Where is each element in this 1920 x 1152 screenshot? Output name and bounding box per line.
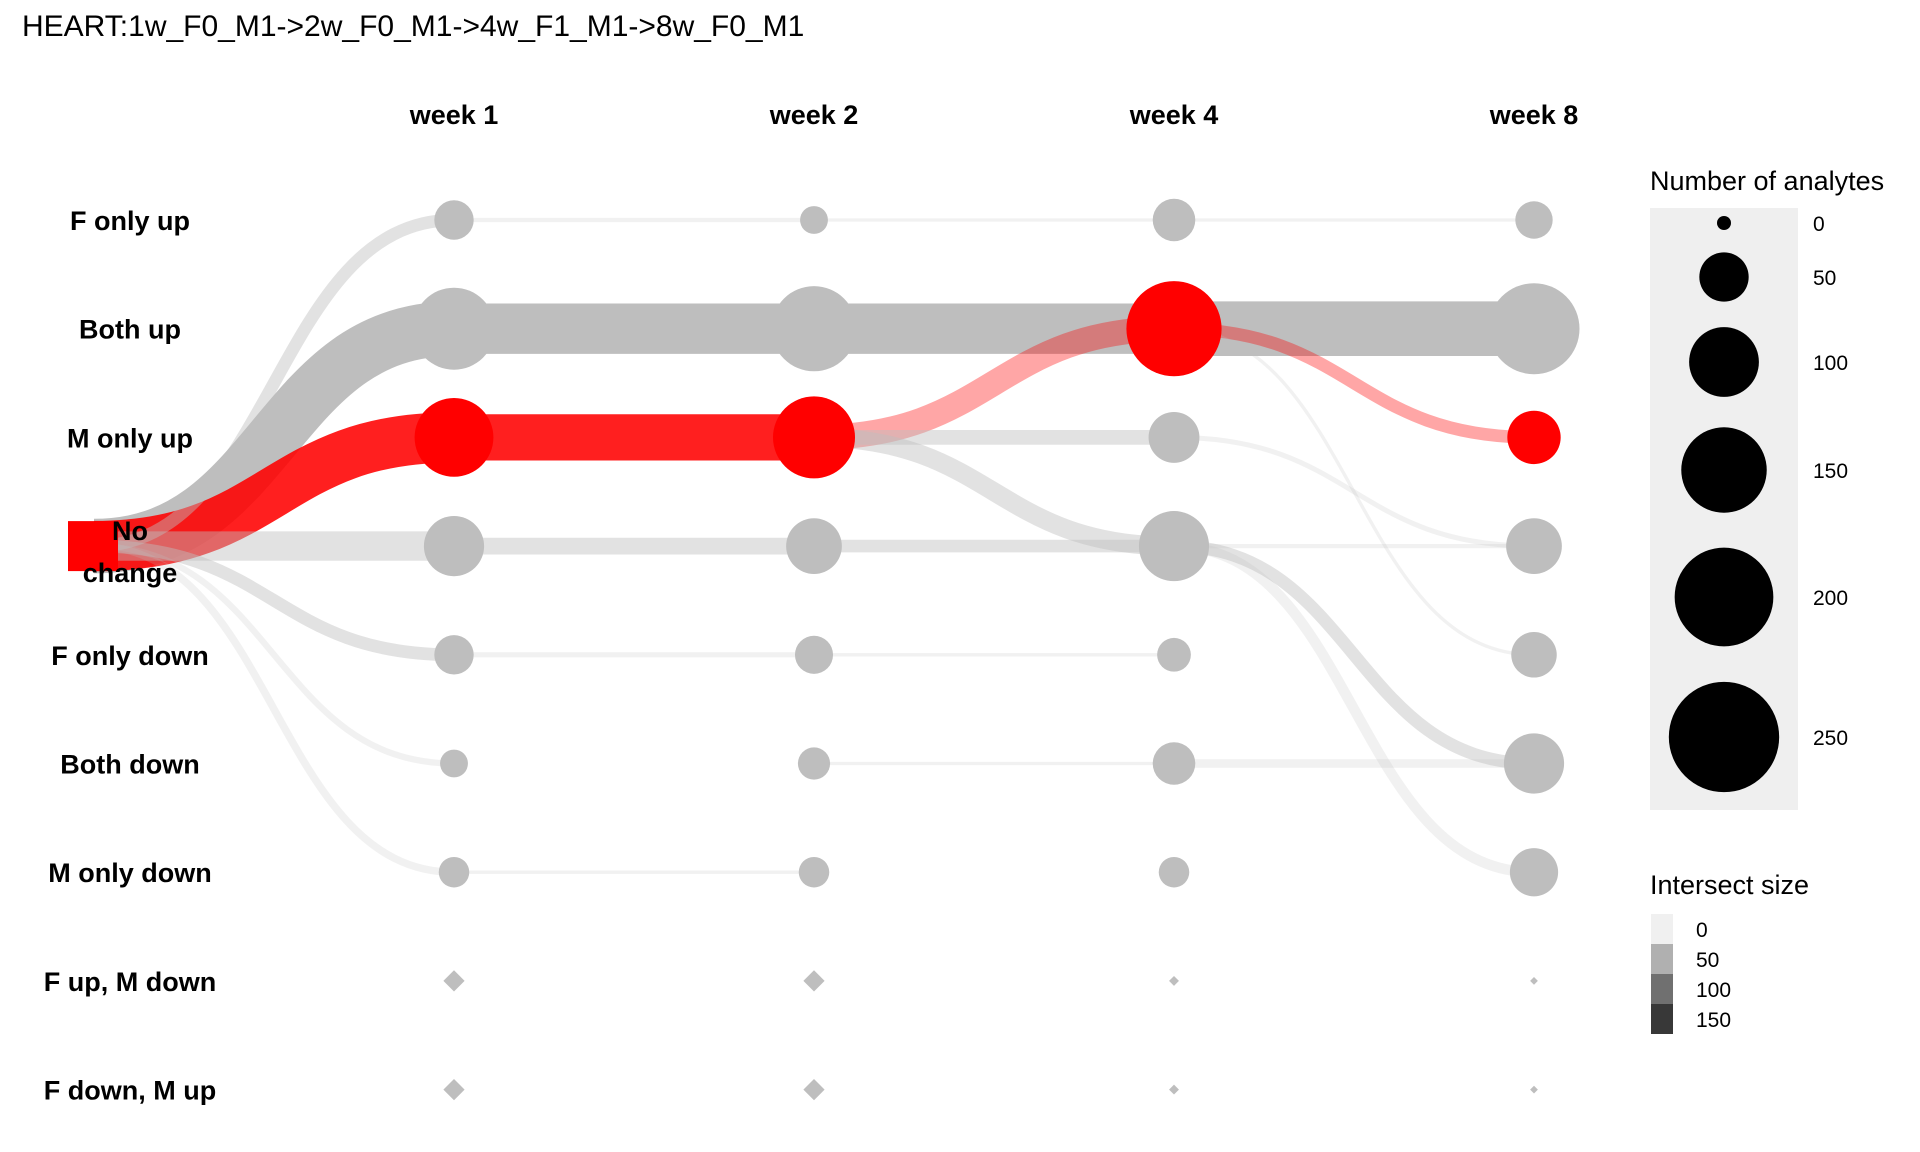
intersect-legend-swatch-50 xyxy=(1651,944,1673,974)
node-week-8-f-only-down xyxy=(1511,632,1557,678)
node-week-2-no-change xyxy=(786,518,842,574)
node-week-4-f-only-up xyxy=(1152,198,1196,242)
node-week-1-f-down-m-up xyxy=(443,1078,465,1101)
node-week-4-f-down-m-up xyxy=(1169,1084,1179,1095)
size-legend-label-250: 250 xyxy=(1813,727,1848,750)
size-legend-circle-50 xyxy=(1699,252,1749,302)
node-week-8-m-only-down xyxy=(1509,848,1559,897)
flow-start-no-change-to-week-1-m-only-up xyxy=(93,412,455,572)
flow-week-4-both-up-to-week-8-m-only-up xyxy=(1173,322,1535,444)
node-week-8-f-only-up xyxy=(1515,201,1553,239)
flow-week-4-m-only-up-to-week-8-no-change xyxy=(1173,434,1535,549)
flow-week-4-no-change-to-week-8-m-only-down xyxy=(1173,540,1535,878)
labels-layer: week 1 week 2 week 4 week 8 F only up Both up… xyxy=(44,100,1579,1106)
size-legend-label-200: 200 xyxy=(1813,587,1848,610)
intersect-legend-label-150: 150 xyxy=(1696,1009,1731,1032)
intersect-legend-label-50: 50 xyxy=(1696,949,1719,972)
flow-start-no-change-to-week-1-f-only-down xyxy=(93,539,455,662)
node-week-4-m-only-down xyxy=(1158,856,1190,888)
legend-layer: Number of analytes 0 50 100 150 200 250 Interse… xyxy=(1650,166,1884,1034)
size-legend-label-100: 100 xyxy=(1813,352,1848,375)
node-week-4-both-up xyxy=(1126,281,1222,377)
node-week-1-f-only-up xyxy=(434,200,474,240)
node-week-4-no-change xyxy=(1138,511,1210,582)
week-label-week-2: week 2 xyxy=(769,100,859,130)
size-legend-circle-150 xyxy=(1681,427,1767,513)
intersect-legend-title: Intersect size xyxy=(1650,870,1809,900)
size-legend-circle-200 xyxy=(1674,547,1774,647)
state-label-f-down-m-up: F down, M up xyxy=(44,1076,216,1106)
intersect-legend-label-100: 100 xyxy=(1696,979,1731,1002)
node-week-2-f-down-m-up xyxy=(803,1078,825,1101)
state-label-no-change-line2: change xyxy=(83,558,178,588)
node-week-1-m-only-up xyxy=(414,397,494,477)
size-legend-circle-0 xyxy=(1717,216,1731,230)
size-legend-title: Number of analytes xyxy=(1650,166,1884,196)
node-week-2-f-up-m-down xyxy=(803,970,825,992)
state-label-m-only-up: M only up xyxy=(67,423,193,453)
size-legend-circle-100 xyxy=(1689,327,1759,397)
state-label-both-up: Both up xyxy=(79,315,181,345)
node-week-8-both-down xyxy=(1503,733,1565,794)
flow-start-no-change-to-week-1-m-only-down xyxy=(93,542,455,876)
state-label-no-change-line1: No xyxy=(112,516,148,546)
node-week-2-f-only-down xyxy=(794,635,834,674)
flow-week-2-m-only-up-to-week-4-both-up xyxy=(813,316,1175,450)
week-label-week-1: week 1 xyxy=(409,100,499,130)
size-legend-label-0: 0 xyxy=(1813,213,1825,236)
flow-week-2-m-only-up-to-week-4-no-change xyxy=(813,427,1175,556)
start-node xyxy=(68,521,118,572)
node-week-4-both-down xyxy=(1152,742,1196,785)
intersect-legend-swatch-0 xyxy=(1651,914,1673,944)
node-week-8-both-up xyxy=(1488,283,1580,375)
intersect-legend-label-0: 0 xyxy=(1696,919,1708,942)
node-week-4-f-only-down xyxy=(1157,637,1191,672)
node-week-2-f-only-up xyxy=(800,206,828,234)
size-legend-label-50: 50 xyxy=(1813,267,1836,290)
state-label-f-only-up: F only up xyxy=(70,206,190,236)
flow-week-4-both-up-to-week-8-f-only-down xyxy=(1173,327,1535,657)
flows-layer xyxy=(93,213,1535,878)
node-week-2-both-up xyxy=(771,286,857,372)
state-label-m-only-down: M only down xyxy=(48,858,211,888)
node-week-8-no-change xyxy=(1506,518,1562,574)
node-week-2-both-down xyxy=(797,747,831,780)
flow-week-4-no-change-to-week-8-both-down xyxy=(1173,539,1535,770)
node-week-4-f-up-m-down xyxy=(1169,975,1179,986)
size-legend-circle-250 xyxy=(1668,681,1780,793)
week-label-week-4: week 4 xyxy=(1129,100,1219,130)
node-week-1-both-down xyxy=(440,749,468,778)
flow-start-no-change-to-week-1-f-only-up xyxy=(93,213,455,553)
node-week-1-both-up xyxy=(412,287,496,370)
state-label-f-only-down: F only down xyxy=(51,641,208,671)
node-week-1-f-up-m-down xyxy=(443,970,465,992)
size-legend-label-150: 150 xyxy=(1813,460,1848,483)
flow-start-no-change-to-week-1-both-down xyxy=(93,542,455,767)
chart-title: HEART:1w_F0_M1->2w_F0_M1->4w_F1_M1->8w_F… xyxy=(22,10,805,43)
node-week-1-m-only-down xyxy=(438,856,470,888)
intersect-legend-swatch-150 xyxy=(1651,1004,1673,1034)
node-week-1-f-only-down xyxy=(434,635,474,675)
node-week-4-m-only-up xyxy=(1148,411,1200,463)
node-week-2-m-only-up xyxy=(772,396,856,479)
node-week-8-f-down-m-up xyxy=(1530,1085,1538,1094)
nodes-layer xyxy=(68,198,1580,1101)
intersect-legend-swatch-100 xyxy=(1651,974,1673,1004)
node-week-8-f-up-m-down xyxy=(1530,977,1538,985)
node-week-2-m-only-down xyxy=(798,856,830,888)
node-week-1-no-change xyxy=(423,516,485,577)
node-week-8-m-only-up xyxy=(1507,410,1561,465)
state-label-f-up-m-down: F up, M down xyxy=(44,967,216,997)
week-label-week-8: week 8 xyxy=(1489,100,1579,130)
state-label-both-down: Both down xyxy=(60,750,199,780)
